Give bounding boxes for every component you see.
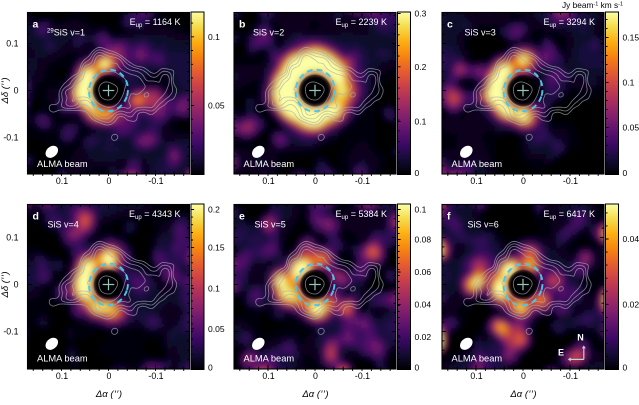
svg-text:0.08: 0.08	[415, 235, 432, 245]
svg-text:-0.1: -0.1	[563, 176, 578, 186]
svg-text:0: 0	[521, 371, 526, 381]
svg-text:0.1: 0.1	[56, 176, 68, 186]
svg-text:0: 0	[521, 176, 526, 186]
svg-text:E: E	[558, 348, 564, 358]
svg-text:0.1: 0.1	[623, 77, 635, 87]
svg-text:ALMA beam: ALMA beam	[244, 354, 295, 364]
svg-text:-0.1: -0.1	[563, 371, 578, 381]
svg-text:0.1: 0.1	[208, 283, 220, 293]
svg-text:c: c	[447, 19, 453, 31]
svg-text:-0.1: -0.1	[3, 133, 18, 143]
svg-text:0.1: 0.1	[415, 117, 427, 127]
svg-text:0: 0	[313, 176, 318, 186]
svg-text:SiS v=2: SiS v=2	[253, 28, 284, 38]
svg-text:Δδ (′′): Δδ (′′)	[0, 272, 11, 299]
svg-text:0.1: 0.1	[470, 176, 482, 186]
svg-text:f: f	[447, 211, 451, 223]
svg-text:0.2: 0.2	[208, 205, 220, 215]
svg-text:SiS v=3: SiS v=3	[465, 28, 496, 38]
svg-text:Δδ (′′): Δδ (′′)	[0, 78, 11, 105]
svg-text:0.04: 0.04	[623, 234, 639, 244]
svg-text:0: 0	[14, 280, 19, 290]
svg-text:0: 0	[14, 86, 19, 96]
svg-text:0: 0	[623, 363, 628, 373]
svg-text:-0.1: -0.1	[148, 371, 163, 381]
svg-text:0.3: 0.3	[415, 9, 427, 19]
svg-text:0.1: 0.1	[262, 176, 274, 186]
svg-text:Jy beam-1 km s-1: Jy beam-1 km s-1	[562, 0, 623, 10]
svg-text:a: a	[33, 19, 39, 31]
svg-text:ALMA beam: ALMA beam	[452, 159, 503, 169]
svg-text:Δα (′′): Δα (′′)	[301, 389, 328, 400]
svg-text:0.02: 0.02	[623, 299, 639, 309]
svg-text:0.1: 0.1	[470, 371, 482, 381]
svg-text:0: 0	[208, 363, 213, 373]
svg-text:0: 0	[415, 168, 420, 178]
svg-text:0.04: 0.04	[415, 300, 432, 310]
svg-text:0.05: 0.05	[208, 324, 225, 334]
svg-text:N: N	[577, 333, 584, 343]
svg-text:0.1: 0.1	[56, 371, 68, 381]
svg-text:Δα (′′): Δα (′′)	[509, 389, 536, 400]
svg-text:0.05: 0.05	[208, 101, 225, 111]
svg-text:0: 0	[107, 371, 112, 381]
svg-text:ALMA beam: ALMA beam	[452, 354, 503, 364]
svg-text:-0.1: -0.1	[355, 176, 370, 186]
svg-text:e: e	[239, 211, 245, 223]
svg-text:0.05: 0.05	[623, 122, 639, 132]
svg-text:0: 0	[313, 371, 318, 381]
svg-text:0.06: 0.06	[415, 267, 432, 277]
svg-text:0.1: 0.1	[6, 233, 18, 243]
svg-text:-0.1: -0.1	[148, 176, 163, 186]
svg-text:0.2: 0.2	[415, 62, 427, 72]
svg-text:ALMA beam: ALMA beam	[37, 159, 88, 169]
svg-text:0.15: 0.15	[623, 32, 639, 42]
svg-text:0.15: 0.15	[208, 243, 225, 253]
svg-text:0.1: 0.1	[6, 39, 18, 49]
svg-text:d: d	[33, 211, 39, 223]
svg-text:SiS v=6: SiS v=6	[468, 220, 499, 230]
svg-text:0: 0	[623, 168, 628, 178]
svg-text:-0.1: -0.1	[3, 327, 18, 337]
svg-text:0.02: 0.02	[415, 332, 432, 342]
svg-text:SiS v=4: SiS v=4	[48, 220, 79, 230]
svg-text:ALMA beam: ALMA beam	[244, 159, 295, 169]
svg-text:0.1: 0.1	[262, 371, 274, 381]
svg-text:b: b	[239, 19, 245, 31]
svg-text:ALMA beam: ALMA beam	[37, 354, 88, 364]
svg-text:Δα (′′): Δα (′′)	[95, 389, 122, 400]
svg-text:SiS v=5: SiS v=5	[255, 220, 286, 230]
svg-text:0.1: 0.1	[208, 32, 220, 42]
svg-text:0: 0	[107, 176, 112, 186]
svg-text:-0.1: -0.1	[355, 371, 370, 381]
svg-text:0.1: 0.1	[415, 205, 427, 215]
svg-text:0: 0	[415, 363, 420, 373]
